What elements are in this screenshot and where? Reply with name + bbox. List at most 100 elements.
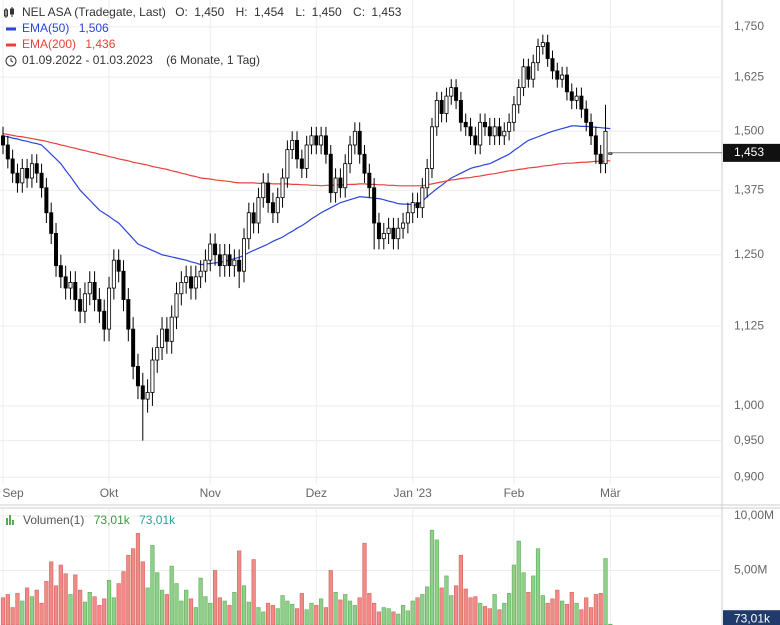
candle-body <box>381 233 386 240</box>
volume-bar <box>415 597 420 625</box>
volume-icon <box>6 515 14 525</box>
volume-bar <box>487 608 492 625</box>
volume-bar <box>10 607 15 625</box>
date-range: 01.09.2022 - 01.03.2023 (6 Monate, 1 Tag… <box>22 53 260 67</box>
x-tick-label: Nov <box>200 486 221 500</box>
volume-bar <box>73 574 78 625</box>
volume-bar <box>502 602 507 625</box>
candle-body <box>516 87 521 106</box>
volume-bar <box>179 600 184 625</box>
candle-body <box>560 74 565 80</box>
volume-bar <box>396 613 401 625</box>
candle-body <box>237 259 242 272</box>
candle-body <box>434 100 439 128</box>
candle-body <box>295 139 300 160</box>
candle-body <box>140 385 145 400</box>
last-price-badge <box>723 143 780 162</box>
candle-body <box>275 197 280 214</box>
candle-body <box>367 172 372 189</box>
candle-body <box>454 87 459 101</box>
volume-bar <box>540 595 545 625</box>
volume-bar <box>535 548 541 625</box>
x-tick-label: Okt <box>100 486 119 500</box>
volume-bar <box>410 600 415 625</box>
volume-bar <box>516 540 521 625</box>
y-tick-label: 10,00M <box>734 508 774 522</box>
candle-body <box>357 130 362 155</box>
candle-body <box>155 347 160 361</box>
candle-body <box>232 259 237 267</box>
volume-bar <box>44 581 49 625</box>
volume-bar <box>174 583 179 625</box>
volume-bar <box>111 597 116 625</box>
candle-body <box>540 42 545 47</box>
volume-bar <box>265 602 271 625</box>
volume-bar <box>97 605 102 625</box>
volume-bar <box>121 571 126 625</box>
candle-body <box>487 126 492 137</box>
candle-body <box>478 121 483 146</box>
candle-body <box>150 359 155 393</box>
volume-bar <box>338 599 343 625</box>
candle-body <box>145 392 150 400</box>
volume-bar <box>603 558 608 625</box>
volume-bar <box>391 611 396 625</box>
candle-body <box>290 139 295 151</box>
legend-value: 1,436 <box>85 37 115 51</box>
volume-bar <box>319 598 324 625</box>
clock-icon <box>5 55 17 67</box>
volume-bar <box>68 594 73 625</box>
candle-body <box>338 177 343 189</box>
candle-body <box>507 121 512 132</box>
volume-bar <box>34 589 39 625</box>
volume-bar <box>82 601 88 625</box>
volume-bar <box>102 598 107 625</box>
volume-bar <box>453 585 459 625</box>
candle-body <box>44 187 49 214</box>
volume-bar <box>145 587 150 625</box>
candle-body <box>401 222 406 229</box>
candle-body <box>280 177 285 199</box>
volume-bar <box>598 593 603 625</box>
volume-bar <box>290 603 295 625</box>
volume-bar <box>343 594 348 625</box>
volume-bar <box>328 570 333 625</box>
volume-bar <box>478 602 483 625</box>
candle-body <box>458 100 463 123</box>
y-tick-label: 0,900 <box>734 469 764 483</box>
candle-body <box>319 135 324 146</box>
volume-bar <box>588 607 594 625</box>
ema-line <box>2 132 611 187</box>
candle-body <box>179 282 184 295</box>
candle-body <box>256 197 261 224</box>
candle-body <box>29 163 34 179</box>
volume-bar <box>53 585 59 625</box>
x-tick-label: Jan '23 <box>394 486 433 500</box>
candle-body <box>0 135 6 146</box>
volume-bar <box>198 577 203 625</box>
candle-body <box>584 108 589 123</box>
candle-body <box>78 299 83 312</box>
candle-body <box>372 187 377 224</box>
volume-bar <box>294 608 300 625</box>
candle-body <box>309 135 314 146</box>
instrument: NEL ASA (Tradegate, Last) <box>22 5 166 19</box>
candle-body <box>386 227 391 234</box>
y-tick-label: 0,950 <box>734 433 764 447</box>
candle-body <box>39 172 44 189</box>
candle-body <box>420 187 425 209</box>
volume-bar <box>386 608 391 625</box>
volume-bar <box>155 572 160 625</box>
candle-body <box>25 168 30 179</box>
candle-body <box>449 87 454 97</box>
volume-bar <box>444 575 449 625</box>
candle-body <box>555 70 560 80</box>
volume-bar <box>569 591 574 625</box>
volume-bar <box>232 591 237 625</box>
candle-body <box>333 177 338 194</box>
candle-body <box>579 95 584 110</box>
candle-body <box>396 227 401 240</box>
volume-bar <box>492 594 497 625</box>
volume-bar <box>434 539 439 625</box>
